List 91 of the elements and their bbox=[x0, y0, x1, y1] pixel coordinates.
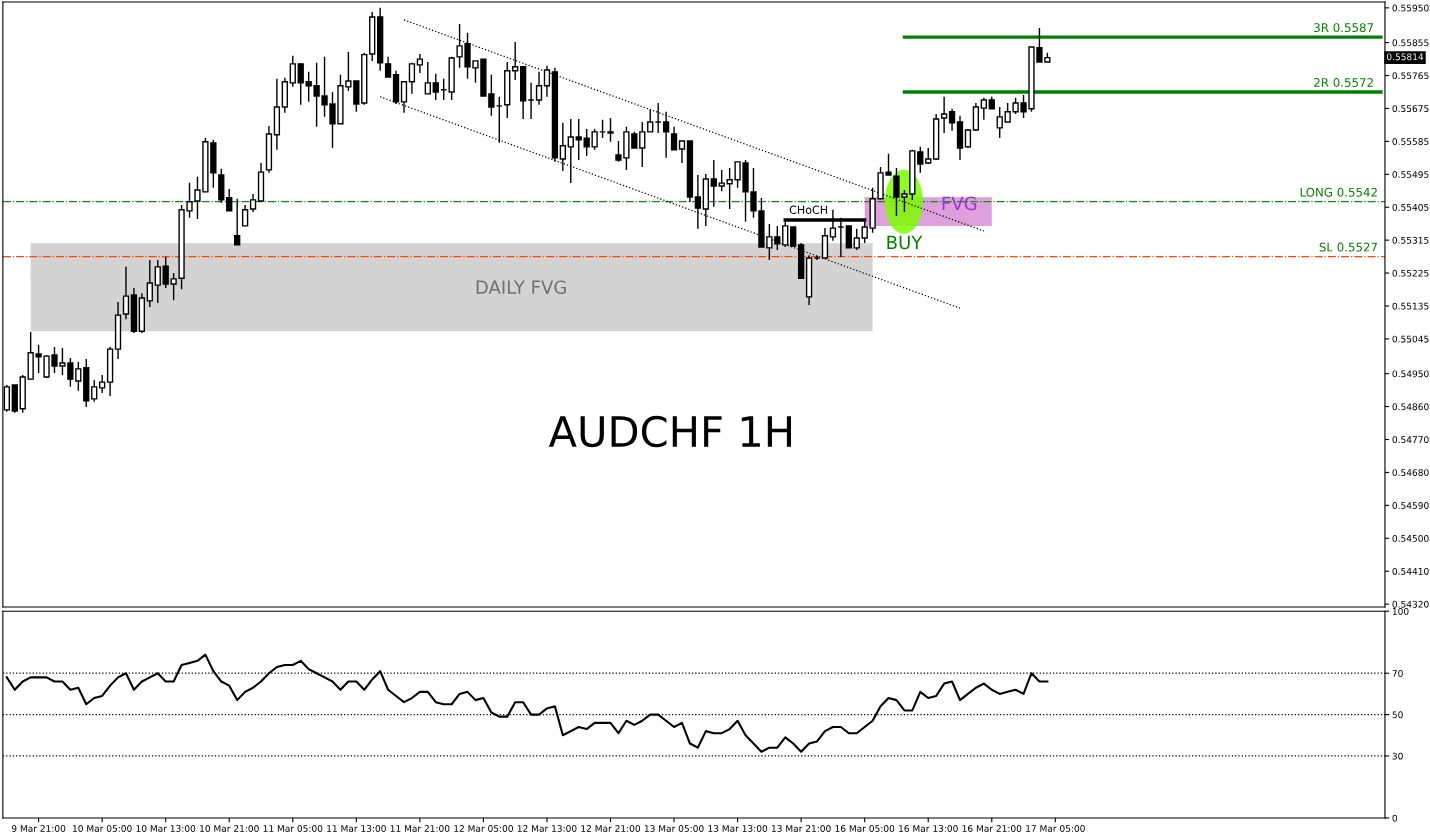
y-tick-label: 0.54770 bbox=[1392, 436, 1429, 444]
candlestick bbox=[234, 198, 241, 246]
y-tick-label: 100 bbox=[1392, 607, 1409, 615]
y-tick-label: 0.54680 bbox=[1392, 469, 1429, 476]
x-tick-label: 13 Mar 21:00 bbox=[771, 825, 831, 832]
candlestick bbox=[535, 71, 543, 106]
series-label: 3R 0.5587 bbox=[1314, 23, 1374, 33]
y-tick-label: 0 bbox=[1392, 814, 1398, 822]
y-tick-label: 0.55045 bbox=[1392, 335, 1429, 343]
candlestick bbox=[940, 96, 948, 134]
candlestick bbox=[289, 55, 296, 88]
candlestick bbox=[408, 62, 416, 95]
candlestick bbox=[416, 53, 424, 74]
candlestick bbox=[639, 121, 646, 168]
candlestick bbox=[647, 109, 654, 133]
ref-line-label: LONG 0.5542 bbox=[1300, 187, 1377, 197]
y-tick-label: 0.55675 bbox=[1392, 105, 1429, 113]
candlestick bbox=[424, 61, 431, 95]
candlestick bbox=[607, 117, 614, 143]
y-tick-label: 50 bbox=[1392, 711, 1403, 719]
x-tick-label: 16 Mar 13:00 bbox=[899, 825, 958, 832]
candlestick bbox=[710, 159, 717, 208]
x-tick-label: 16 Mar 05:00 bbox=[835, 825, 895, 832]
series-label: 2R 0.5572 bbox=[1314, 78, 1373, 87]
candlestick bbox=[226, 188, 233, 212]
candlestick bbox=[599, 119, 607, 139]
annotation: DAILY FVG bbox=[476, 280, 566, 295]
candlestick bbox=[980, 97, 987, 121]
y-tick-label: 0.54500 bbox=[1392, 535, 1429, 542]
candlestick bbox=[543, 64, 551, 98]
x-tick-label: 12 Mar 13:00 bbox=[517, 825, 577, 832]
y-tick-label: 0.54590 bbox=[1392, 502, 1429, 509]
candlestick bbox=[91, 379, 98, 403]
y-tick-label: 0.54860 bbox=[1392, 403, 1429, 411]
y-tick-label: 70 bbox=[1392, 669, 1403, 677]
y-tick-label: 0.55585 bbox=[1392, 138, 1429, 145]
annotation: CHoCH bbox=[789, 205, 828, 214]
candlestick bbox=[384, 56, 392, 78]
x-tick-label: 13 Mar 13:00 bbox=[708, 825, 768, 832]
candlestick bbox=[154, 259, 161, 304]
x-tick-label: 12 Mar 05:00 bbox=[454, 825, 513, 832]
y-tick-label: 0.55225 bbox=[1392, 269, 1429, 277]
y-tick-label: 0.55315 bbox=[1392, 236, 1429, 244]
x-tick-label: 11 Mar 05:00 bbox=[263, 825, 323, 832]
y-tick-label: 0.55495 bbox=[1392, 171, 1429, 178]
y-tick-label: 0.55855 bbox=[1392, 39, 1429, 47]
candlestick bbox=[790, 226, 797, 248]
candlestick bbox=[694, 174, 702, 230]
candlestick bbox=[821, 227, 829, 259]
candlestick bbox=[917, 146, 924, 174]
candlestick bbox=[670, 126, 678, 151]
x-tick-label: 10 Mar 13:00 bbox=[136, 825, 196, 832]
y-tick-label: 0.54950 bbox=[1392, 370, 1429, 378]
candlestick bbox=[146, 259, 153, 308]
y-tick-label: 0.55950 bbox=[1392, 4, 1429, 12]
x-tick-label: 10 Mar 21:00 bbox=[200, 825, 259, 832]
text: 0.55814 bbox=[1386, 53, 1424, 61]
candlestick bbox=[845, 225, 852, 249]
candlestick bbox=[297, 63, 304, 106]
candlestick bbox=[948, 108, 956, 132]
x-tick-label: 17 Mar 05:00 bbox=[1026, 825, 1085, 832]
candlestick bbox=[512, 41, 519, 81]
candlestick bbox=[654, 102, 662, 134]
candlestick bbox=[853, 228, 860, 251]
x-tick-label: 16 Mar 21:00 bbox=[962, 825, 1022, 832]
text: AUDCHF 1H bbox=[548, 415, 791, 448]
candlestick bbox=[678, 140, 686, 164]
x-tick-label: 10 Mar 05:00 bbox=[73, 825, 132, 832]
candlestick bbox=[972, 102, 980, 132]
y-tick-label: 30 bbox=[1392, 752, 1403, 760]
candlestick bbox=[567, 118, 574, 184]
x-tick-label: 11 Mar 13:00 bbox=[327, 825, 386, 832]
x-tick-label: 12 Mar 21:00 bbox=[581, 825, 641, 832]
x-tick-label: 13 Mar 05:00 bbox=[644, 825, 704, 832]
candlestick bbox=[527, 82, 535, 120]
candlestick bbox=[662, 111, 670, 159]
candlestick bbox=[241, 204, 249, 227]
annotation: BUY bbox=[887, 235, 923, 250]
x-tick-label: 9 Mar 21:00 bbox=[11, 825, 66, 832]
x-tick-label: 11 Mar 21:00 bbox=[390, 825, 450, 832]
candlestick bbox=[122, 266, 130, 320]
y-tick-label: 0.54320 bbox=[1392, 600, 1429, 608]
y-tick-label: 0.54410 bbox=[1392, 567, 1429, 575]
y-tick-label: 0.55135 bbox=[1392, 302, 1429, 310]
candlestick bbox=[559, 122, 567, 172]
y-tick-label: 0.55765 bbox=[1392, 72, 1429, 80]
candlestick bbox=[996, 106, 1003, 139]
candlestick bbox=[432, 73, 439, 101]
y-tick-label: 0.55405 bbox=[1392, 203, 1429, 211]
candlestick bbox=[575, 118, 582, 161]
ref-line-label: SL 0.5527 bbox=[1319, 242, 1377, 252]
